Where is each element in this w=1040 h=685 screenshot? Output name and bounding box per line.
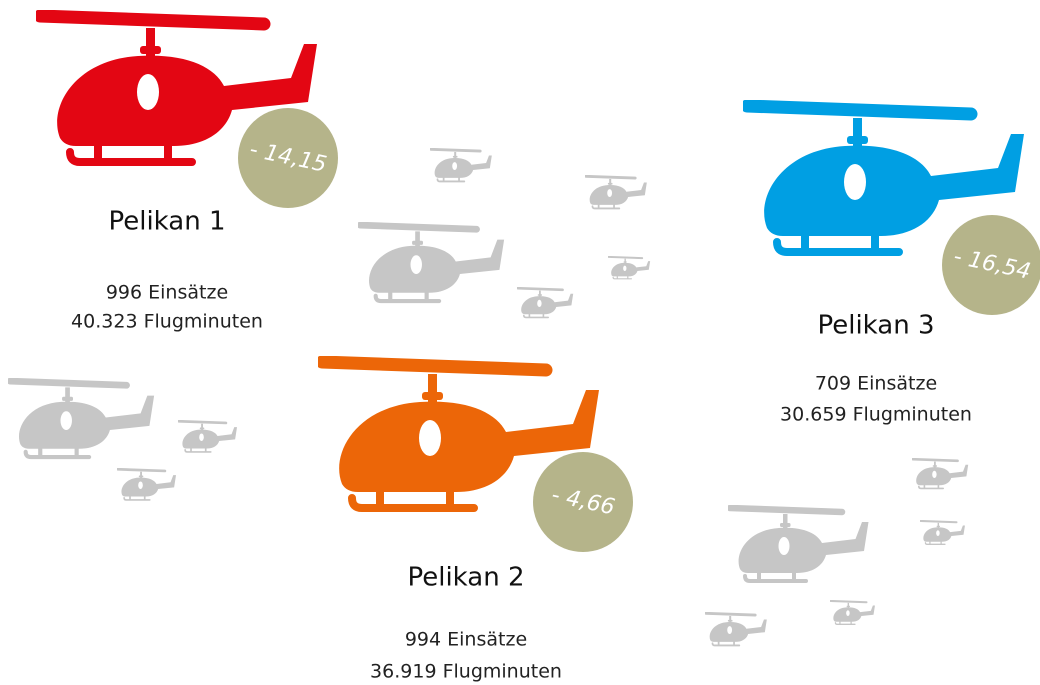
grey-helicopter — [360, 225, 504, 301]
grey-helicopter — [118, 469, 176, 500]
missions: 996 Einsätze — [106, 282, 228, 304]
badge-circle — [238, 108, 338, 208]
grey-helicopter — [706, 613, 767, 645]
grey-helicopter — [179, 421, 237, 452]
flight-minutes: 30.659 Flugminuten — [780, 404, 972, 426]
badge-circle — [942, 215, 1040, 315]
grey-helicopter — [10, 381, 154, 457]
grey-helicopter — [431, 149, 492, 181]
grey-helicopter — [609, 257, 651, 279]
missions: 994 Einsätze — [405, 629, 527, 651]
flight-minutes: 36.919 Flugminuten — [370, 661, 562, 683]
helicopter-name: Pelikan 3 — [817, 311, 934, 341]
grey-helicopter — [586, 176, 647, 208]
grey-helicopter — [921, 521, 965, 544]
flight-minutes: 40.323 Flugminuten — [71, 311, 263, 333]
grey-helicopter — [913, 459, 968, 488]
grey-helicopter — [831, 601, 875, 624]
grey-helicopter — [518, 288, 573, 317]
badge-circle — [533, 452, 633, 552]
helicopter-name: Pelikan 1 — [108, 207, 225, 237]
grey-helicopter — [730, 508, 869, 581]
missions: 709 Einsätze — [815, 373, 937, 395]
helicopter-name: Pelikan 2 — [407, 563, 524, 593]
